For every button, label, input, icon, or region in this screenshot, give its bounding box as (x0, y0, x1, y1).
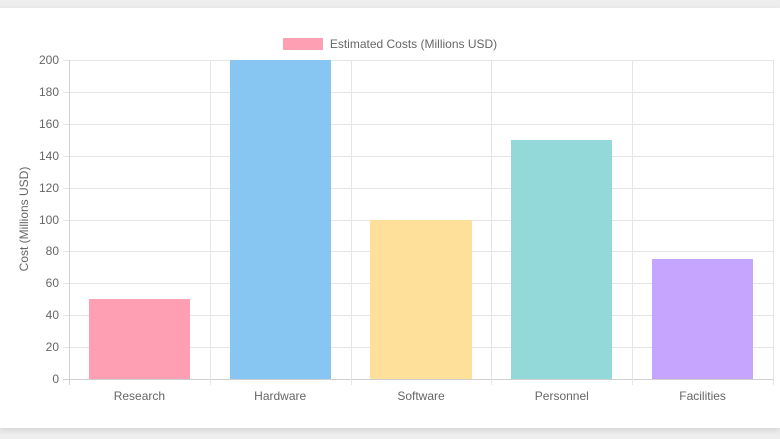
chart-legend[interactable]: Estimated Costs (Millions USD) (0, 36, 780, 52)
y-tick-label: 120 (38, 181, 59, 195)
gridline-y-200 (63, 60, 773, 61)
y-tick-label: 200 (38, 53, 59, 67)
y-tick-label: 180 (38, 85, 59, 99)
legend-label[interactable]: Estimated Costs (Millions USD) (329, 37, 498, 51)
legend-swatch[interactable] (282, 38, 323, 50)
x-tick-label: Personnel (534, 389, 589, 403)
bar-facilities[interactable] (651, 259, 754, 379)
x-tick-label: Hardware (254, 389, 307, 403)
gridline-x (491, 60, 492, 385)
bar-hardware[interactable] (229, 60, 331, 379)
gridline-x (351, 60, 352, 385)
y-axis-line (69, 60, 70, 385)
y-tick-label: 140 (38, 149, 59, 163)
gridline-y-120 (63, 188, 773, 189)
gridline-y-180 (63, 92, 773, 93)
y-tick-label: 160 (38, 117, 59, 131)
gridline-y-160 (63, 124, 773, 125)
gridline-x (210, 60, 211, 385)
y-tick-label: 0 (52, 372, 59, 386)
y-tick-label: 60 (45, 276, 59, 290)
gridline-x (773, 60, 774, 385)
gridline-x (632, 60, 633, 385)
bar-personnel[interactable] (511, 139, 613, 379)
bar-software[interactable] (370, 219, 472, 379)
gridline-y-140 (63, 156, 773, 157)
y-tick-label: 20 (45, 340, 59, 354)
y-tick-label: 100 (38, 213, 59, 227)
x-tick-label: Software (397, 389, 445, 403)
bar-research[interactable] (88, 299, 191, 379)
y-tick-label: 80 (45, 244, 59, 258)
gridline-y-0 (63, 379, 773, 380)
x-tick-label: Research (113, 389, 166, 403)
y-tick-label: 40 (45, 308, 59, 322)
x-tick-label: Facilities (679, 389, 726, 403)
